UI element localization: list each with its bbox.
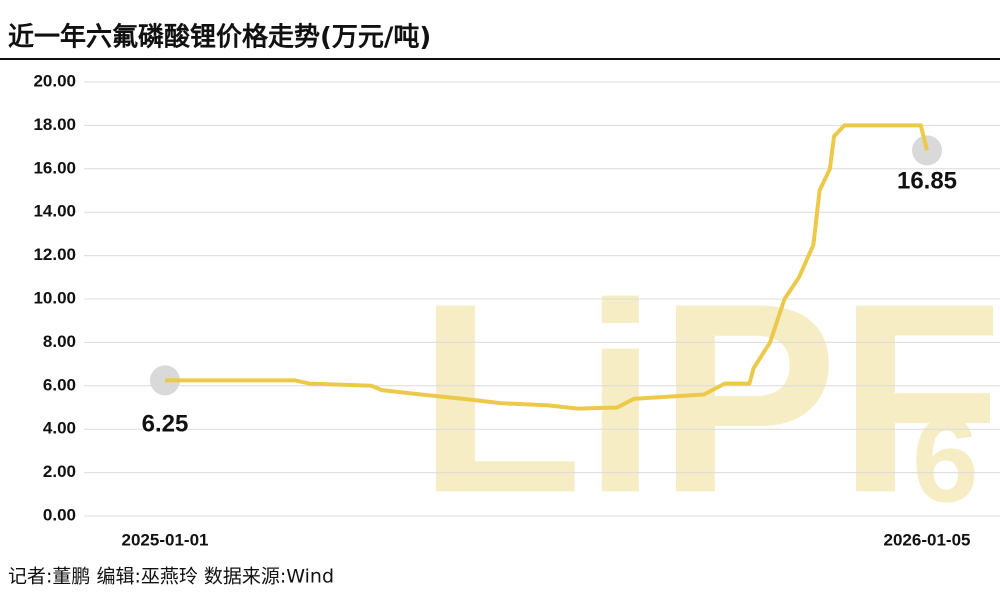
y-tick-label: 16.00 xyxy=(33,158,76,177)
x-tick-label: 2025-01-01 xyxy=(122,530,209,549)
watermark: LiPF xyxy=(418,248,1000,549)
watermark-sub: 6 xyxy=(912,394,979,528)
x-tick-label: 2026-01-05 xyxy=(884,530,971,549)
y-tick-label: 2.00 xyxy=(43,462,76,481)
footer: 记者:董鹏 编辑:巫燕玲 数据来源:Wind xyxy=(8,566,334,588)
y-tick-label: 4.00 xyxy=(43,419,76,438)
price-line xyxy=(165,123,929,411)
y-tick-label: 10.00 xyxy=(33,288,76,307)
value-label: 16.85 xyxy=(897,168,957,195)
y-tick-label: 8.00 xyxy=(43,332,76,351)
y-tick-label: 12.00 xyxy=(33,245,76,264)
y-tick-label: 20.00 xyxy=(33,71,76,90)
y-tick-label: 18.00 xyxy=(33,115,76,134)
y-tick-label: 0.00 xyxy=(43,505,76,524)
value-label: 6.25 xyxy=(142,411,189,438)
y-tick-label: 6.00 xyxy=(43,375,76,394)
chart-title: 近一年六氟磷酸锂价格走势(万元/吨) xyxy=(8,22,431,53)
y-tick-label: 14.00 xyxy=(33,202,76,221)
